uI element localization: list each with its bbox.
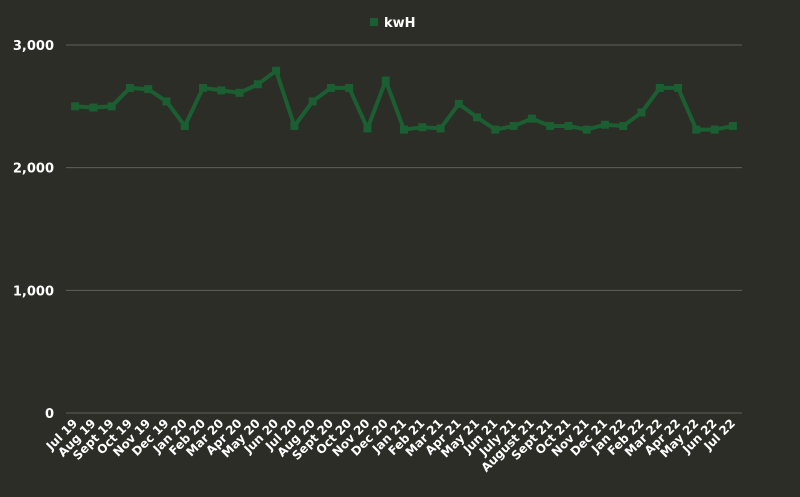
data-point xyxy=(308,97,317,106)
data-point xyxy=(582,125,591,134)
data-point xyxy=(217,86,226,95)
data-point xyxy=(454,99,463,108)
data-point xyxy=(125,83,134,92)
data-point xyxy=(655,83,664,92)
data-point xyxy=(637,108,646,117)
y-tick-label: 3,000 xyxy=(13,39,54,54)
y-tick-label: 0 xyxy=(45,407,54,422)
legend-swatch xyxy=(370,18,378,26)
data-point xyxy=(692,125,701,134)
data-point xyxy=(162,97,171,106)
series-layer xyxy=(71,66,737,134)
data-point xyxy=(290,121,299,130)
data-point xyxy=(546,121,555,130)
data-point xyxy=(674,83,683,92)
data-point xyxy=(363,124,372,133)
data-point xyxy=(619,121,628,130)
series-line xyxy=(73,68,735,132)
legend-label: kwH xyxy=(384,16,416,31)
data-point xyxy=(144,85,153,94)
data-point xyxy=(527,114,536,123)
data-point xyxy=(509,121,518,130)
legend: kwH xyxy=(370,16,416,31)
data-point xyxy=(728,121,737,130)
y-axis-ticks: 0 1,000 2,000 3,000 xyxy=(13,39,54,422)
data-point xyxy=(418,123,427,132)
data-point xyxy=(180,121,189,130)
data-point xyxy=(272,66,281,75)
data-point xyxy=(564,121,573,130)
data-point xyxy=(381,76,390,85)
data-point xyxy=(89,103,98,112)
data-point xyxy=(253,80,262,89)
data-point xyxy=(71,102,80,111)
data-point xyxy=(400,125,408,134)
data-point xyxy=(199,83,208,92)
data-point xyxy=(345,83,354,92)
y-tick-label: 1,000 xyxy=(13,284,54,299)
data-point xyxy=(710,125,719,134)
data-point xyxy=(600,120,609,129)
gridlines xyxy=(66,44,742,414)
data-point xyxy=(326,83,335,92)
y-tick-label: 2,000 xyxy=(13,162,54,177)
data-point xyxy=(491,125,500,134)
data-point xyxy=(235,88,244,97)
data-point xyxy=(107,102,116,111)
data-point xyxy=(436,124,445,133)
data-point xyxy=(473,113,482,122)
